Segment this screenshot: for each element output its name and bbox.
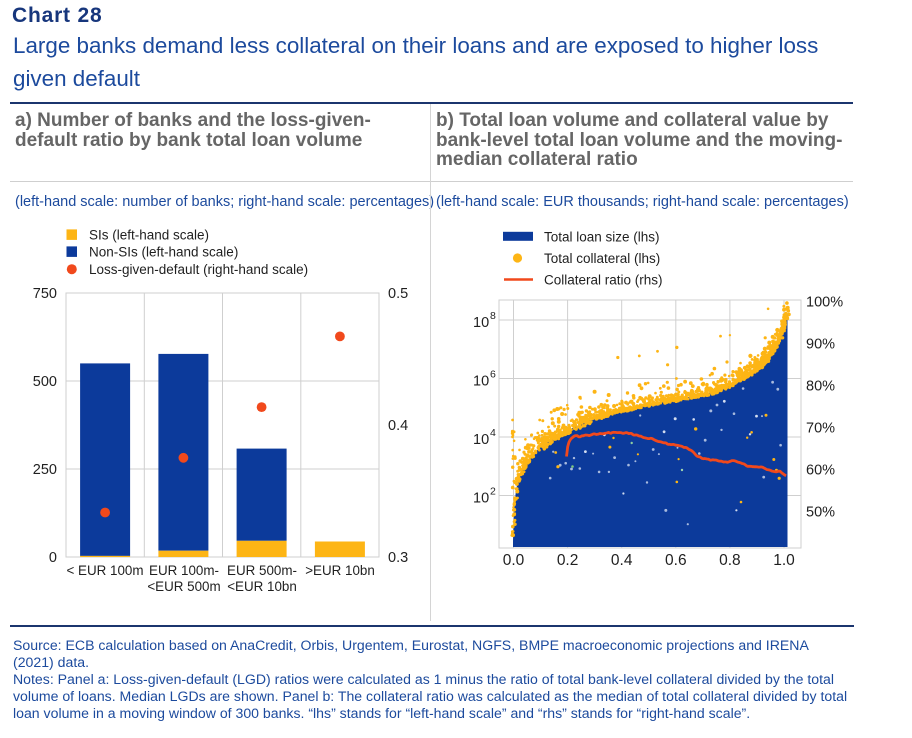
- svg-text:Loss-given-default (right-hand: Loss-given-default (right-hand scale): [89, 262, 308, 277]
- svg-text:0.5: 0.5: [388, 286, 408, 302]
- svg-text:0.3: 0.3: [388, 550, 408, 566]
- svg-text:750: 750: [33, 286, 57, 302]
- svg-text:<EUR 10bn: <EUR 10bn: [227, 579, 297, 594]
- svg-text:50%: 50%: [806, 505, 835, 521]
- svg-text:Total loan size (lhs): Total loan size (lhs): [544, 229, 660, 244]
- svg-text:0.8: 0.8: [719, 552, 741, 569]
- svg-text:Total collateral (lhs): Total collateral (lhs): [544, 251, 660, 266]
- svg-text:0: 0: [49, 550, 57, 566]
- svg-text:2: 2: [490, 486, 496, 498]
- svg-text:Non-SIs (left-hand scale): Non-SIs (left-hand scale): [89, 245, 238, 260]
- svg-text:<EUR 500m: <EUR 500m: [147, 579, 220, 594]
- svg-text:>EUR 10bn: >EUR 10bn: [305, 563, 375, 578]
- svg-text:EUR 500m-: EUR 500m-: [227, 563, 297, 578]
- svg-text:6: 6: [490, 369, 496, 381]
- svg-text:70%: 70%: [806, 421, 835, 437]
- svg-text:8: 8: [490, 310, 496, 322]
- svg-text:SIs (left-hand scale): SIs (left-hand scale): [89, 228, 209, 243]
- svg-text:0.4: 0.4: [388, 418, 408, 434]
- svg-text:0.0: 0.0: [503, 552, 525, 569]
- svg-text:1.0: 1.0: [773, 552, 795, 569]
- svg-text:0.4: 0.4: [611, 552, 633, 569]
- svg-text:10: 10: [473, 374, 489, 390]
- svg-text:10: 10: [473, 491, 489, 507]
- svg-text:250: 250: [33, 462, 57, 478]
- svg-text:80%: 80%: [806, 379, 835, 395]
- svg-text:0.6: 0.6: [665, 552, 687, 569]
- svg-text:Collateral ratio (rhs): Collateral ratio (rhs): [544, 273, 663, 288]
- svg-text:10: 10: [473, 432, 489, 448]
- svg-text:< EUR 100m: < EUR 100m: [66, 563, 143, 578]
- svg-text:4: 4: [490, 427, 496, 439]
- svg-text:0.2: 0.2: [557, 552, 579, 569]
- svg-text:500: 500: [33, 374, 57, 390]
- svg-text:100%: 100%: [806, 295, 843, 311]
- svg-text:10: 10: [473, 315, 489, 331]
- svg-text:EUR 100m-: EUR 100m-: [149, 563, 219, 578]
- svg-text:90%: 90%: [806, 337, 835, 353]
- svg-text:60%: 60%: [806, 463, 835, 479]
